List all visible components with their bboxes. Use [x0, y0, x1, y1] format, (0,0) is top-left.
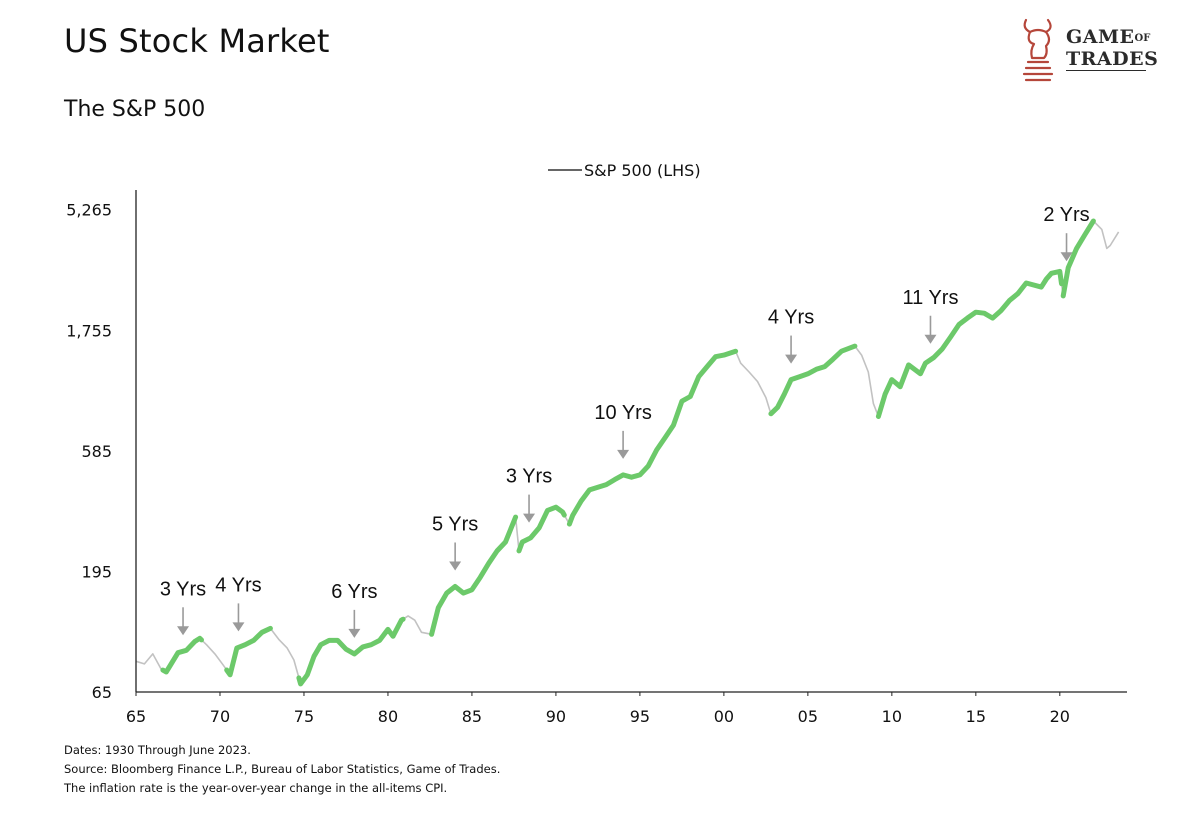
annotation-6: 10 Yrs [594, 402, 652, 459]
annotation-arrow-head [348, 628, 361, 638]
chart-notes: Dates: 1930 Through June 2023. Source: B… [64, 741, 500, 798]
annotation-7: 4 Yrs [768, 307, 814, 364]
y-tick-label: 65 [92, 683, 112, 702]
annotation-8: 11 Yrs [902, 287, 958, 344]
y-tick-label: 5,265 [66, 201, 112, 220]
annotation-label: 10 Yrs [594, 402, 651, 424]
logo-rule [1066, 70, 1146, 71]
annotation-arrow-head [617, 449, 630, 459]
x-tick-label: 05 [798, 707, 818, 726]
x-tick-label: 65 [126, 707, 146, 726]
annotation-arrow-head [177, 626, 190, 636]
y-tick-label: 1,755 [66, 321, 112, 340]
annotation-label: 4 Yrs [768, 307, 814, 329]
annotation-arrow-head [785, 354, 798, 364]
annotation-arrow-head [232, 622, 245, 632]
annotations: 3 Yrs 4 Yrs 6 Yrs 5 Yrs 3 Yrs 10 Yrs 4 Yrs 11 Y… [160, 204, 1090, 638]
logo-line1: GAME [1066, 26, 1135, 48]
highlight-segment-3 [296, 616, 406, 687]
highlight-segment-9 [1060, 218, 1096, 299]
page-title: US Stock Market [64, 22, 330, 60]
annotation-arrow-head [924, 334, 937, 344]
annotation-arrow-head [523, 513, 536, 523]
annotation-1: 3 Yrs [160, 578, 206, 636]
annotation-2: 4 Yrs [215, 574, 262, 632]
x-tick-label: 85 [462, 707, 482, 726]
x-tick-label: 15 [966, 707, 986, 726]
annotation-label: 11 Yrs [902, 287, 958, 309]
highlight-segment-1 [160, 635, 204, 675]
series-lines [135, 218, 1120, 687]
x-tick-label: 75 [294, 707, 314, 726]
highlight-segment-2 [224, 625, 273, 678]
x-tick-label: 90 [546, 707, 566, 726]
annotation-label: 5 Yrs [432, 513, 478, 535]
logo-line2: TRADES [1066, 48, 1159, 70]
legend-label: S&P 500 (LHS) [584, 161, 701, 180]
note-inflation: The inflation rate is the year-over-year… [64, 781, 448, 795]
sp500-chart: S&P 500 (LHS) 3 Yrs 4 Yrs 6 Yrs 5 Yrs 3 Yrs 1… [66, 161, 1127, 726]
highlight-segment-8 [875, 268, 1064, 419]
annotation-4: 5 Yrs [432, 513, 478, 571]
y-tick-label: 195 [81, 562, 112, 581]
brand-logo: GAMEOF TRADES [1018, 14, 1158, 86]
x-tick-label: 10 [882, 707, 902, 726]
x-tick-label: 80 [378, 707, 398, 726]
highlight-segment-7 [768, 343, 858, 417]
chart-legend: S&P 500 (LHS) [548, 161, 701, 180]
annotation-3: 6 Yrs [331, 581, 378, 638]
note-dates: Dates: 1930 Through June 2023. [64, 743, 251, 757]
annotation-5: 3 Yrs [506, 466, 552, 523]
page-subtitle: The S&P 500 [64, 97, 206, 122]
annotation-label: 3 Yrs [506, 466, 552, 488]
bull-chess-knight-icon [1022, 18, 1054, 82]
note-source: Source: Bloomberg Finance L.P., Bureau o… [64, 762, 501, 776]
logo-of: OF [1134, 33, 1151, 44]
logo-wordmark: GAMEOF TRADES [1066, 28, 1158, 69]
x-tick-label: 95 [630, 707, 650, 726]
x-tick-label: 00 [714, 707, 734, 726]
x-tick-label: 70 [210, 707, 230, 726]
annotation-label: 2 Yrs [1043, 204, 1089, 226]
annotation-arrow-head [449, 561, 462, 571]
highlight-segment-4 [429, 514, 519, 637]
y-tick-label: 585 [81, 442, 112, 461]
annotation-arrow-head [1060, 252, 1073, 262]
annotation-9: 2 Yrs [1043, 204, 1090, 262]
annotation-label: 4 Yrs [215, 574, 261, 596]
highlight-segment-6 [566, 348, 739, 527]
highlight-segment-5 [516, 504, 567, 554]
axes: 65 195 585 1,755 5,265 65 70 75 80 85 90 95 00 05 10 15… [66, 190, 1127, 726]
annotation-label: 6 Yrs [331, 581, 377, 603]
annotation-label: 3 Yrs [160, 578, 206, 600]
x-tick-label: 20 [1050, 707, 1070, 726]
